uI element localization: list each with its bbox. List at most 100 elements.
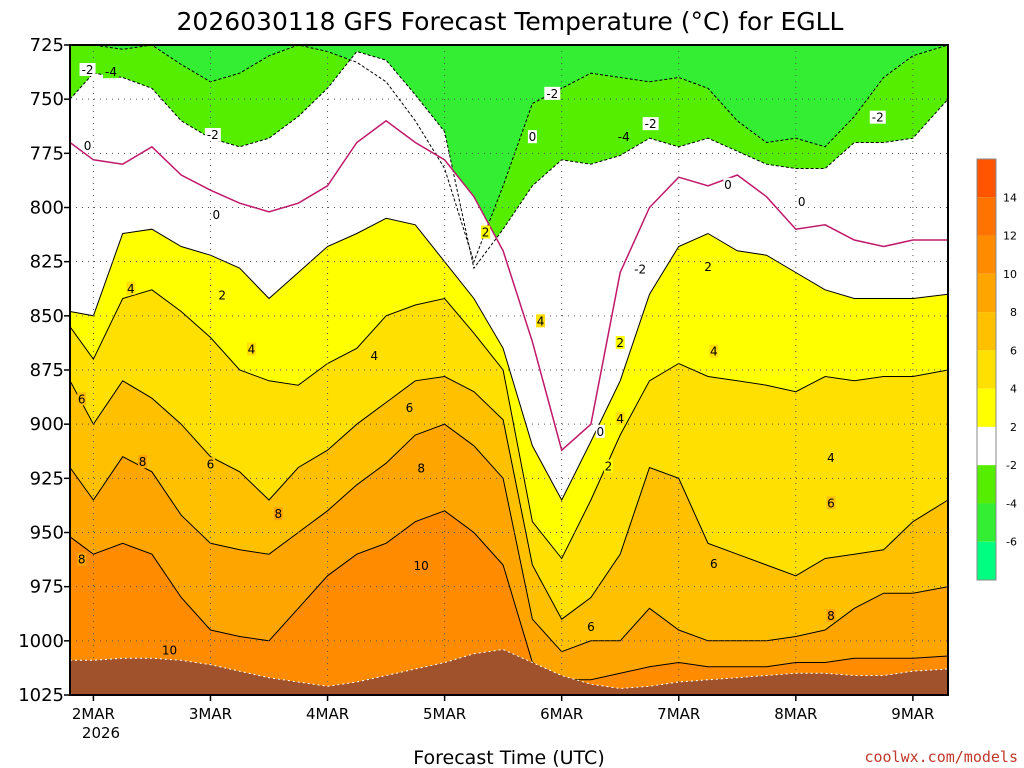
y-tick-label: 900 <box>30 414 64 435</box>
contour-label: 4 <box>248 343 256 357</box>
contour-label: 0 <box>724 178 732 192</box>
x-tick-label: 8MAR <box>774 705 817 723</box>
colorbar-swatch <box>977 312 996 351</box>
contour-label: -4 <box>105 65 117 79</box>
colorbar-legend: 14 12 10 8 6 4 2 -2 -4 -6 <box>976 158 1017 581</box>
contour-label-bg <box>246 342 256 356</box>
contour-label-bg <box>102 65 119 79</box>
contour-label: 6 <box>78 392 86 406</box>
colorbar-swatch <box>977 503 996 542</box>
contour-label-bg <box>273 507 283 521</box>
x-tick-label: 5MAR <box>423 705 466 723</box>
isotherm-line-6 <box>69 375 949 620</box>
colorbar-label: 4 <box>1010 383 1017 396</box>
contour-label-bg <box>709 557 719 570</box>
contour-label-bg <box>416 461 426 475</box>
contour-label-bg <box>161 643 178 657</box>
y-tick-label: 725 <box>30 35 64 56</box>
colorbar-swatch <box>977 159 996 198</box>
contour-label: 6 <box>406 401 414 415</box>
contour-label: 8 <box>417 462 425 476</box>
contour-label: 10 <box>414 559 429 573</box>
contour-label-bg <box>211 208 221 222</box>
contour-label: 4 <box>710 345 718 359</box>
contour-label: 2 <box>616 336 624 350</box>
contour-label-bg <box>77 392 87 406</box>
contour-label-bg <box>709 344 719 358</box>
contour-label: -2 <box>645 117 657 131</box>
contour-label: -2 <box>82 63 94 77</box>
contour-label-bg <box>413 559 430 573</box>
contour-label: 4 <box>127 282 135 296</box>
contour-label: 2 <box>482 226 490 240</box>
colorbar-swatch <box>977 388 996 427</box>
y-tick-label: 875 <box>30 360 64 381</box>
grid-lines <box>70 44 948 696</box>
temp-band-7 <box>70 376 948 652</box>
contour-label-bg <box>77 552 87 566</box>
contour-label: 2 <box>605 460 613 474</box>
x-axis-subtitle: 2026 <box>82 724 120 742</box>
ground-surface-edge <box>70 648 949 690</box>
contour-label-bg <box>404 401 414 414</box>
contour-label-bg <box>703 260 713 274</box>
contour-label: -2 <box>634 262 646 276</box>
contour-label: 8 <box>78 553 86 567</box>
colorbar-label: 14 <box>1003 191 1017 204</box>
y-tick-label: 950 <box>30 523 64 544</box>
contour-label-bg <box>615 130 632 144</box>
contour-label: 4 <box>616 412 624 426</box>
y-tick-label: 825 <box>30 252 64 273</box>
contour-label: 0 <box>84 139 92 153</box>
contour-label-bg <box>615 411 625 425</box>
contour-label-bg <box>586 619 596 633</box>
contour-label: 4 <box>371 349 379 363</box>
temp-band--3 <box>70 45 948 269</box>
temp-band-1 <box>70 120 948 501</box>
contour-label-bg <box>527 130 537 144</box>
x-tick-label: 9MAR <box>891 705 934 723</box>
contour-label: 0 <box>798 195 806 209</box>
isotherm-line-4 <box>69 289 949 560</box>
contour-label-bg <box>797 195 807 209</box>
contour-label: 2 <box>218 288 226 302</box>
contour-label-bg <box>826 496 836 510</box>
contour-label-bg <box>826 609 836 622</box>
colorbar-swatch <box>977 197 996 236</box>
y-tick-label: 975 <box>30 577 64 598</box>
contour-label: 8 <box>275 507 283 521</box>
temp-band-5 <box>70 289 948 620</box>
contour-label: 6 <box>827 496 835 510</box>
contour-label-bg <box>615 336 625 349</box>
contour-label: 6 <box>207 457 215 471</box>
isotherm-line-10 <box>69 510 949 681</box>
contour-label: 4 <box>537 314 545 328</box>
source-credit: coolwx.com/models <box>864 748 1018 766</box>
contour-label-bg <box>723 177 733 191</box>
contour-label-bg <box>595 424 605 438</box>
y-tick-label: 850 <box>30 306 64 327</box>
contour-labels: -2 -4 0 -2 0 0 -2 -4 -2 -2 0 0 -2 2 2 2 2 0 2 4 4 4 4 4 4 4 6 6 6 6 6 6… <box>77 63 886 658</box>
contour-label: 6 <box>587 620 595 634</box>
x-axis-time: 2MAR 3MAR 4MAR 5MAR 6MAR 7MAR 8MAR 9MAR <box>72 695 934 723</box>
colorbar-swatch <box>977 235 996 274</box>
colorbar-label: 10 <box>1003 268 1017 281</box>
colorbar-swatch <box>977 426 996 466</box>
contour-label-bg <box>604 459 614 473</box>
contour-label-bg <box>642 117 659 131</box>
temp-band--1 <box>70 51 948 451</box>
contour-label-bg <box>83 138 93 152</box>
colorbar-frame <box>976 158 997 581</box>
contour-label-bg <box>79 63 96 76</box>
contour-label: 0 <box>596 425 604 439</box>
colorbar-swatch <box>977 273 996 313</box>
colorbar-label: -6 <box>1006 536 1017 549</box>
contour-label-bg <box>632 262 649 276</box>
y-tick-label: 1025 <box>18 685 64 706</box>
y-tick-label: 750 <box>30 89 64 110</box>
contour-label-bg <box>126 281 136 295</box>
x-tick-label: 4MAR <box>306 705 349 723</box>
contour-label-bg <box>205 457 215 471</box>
colorbar-swatch <box>977 350 996 389</box>
